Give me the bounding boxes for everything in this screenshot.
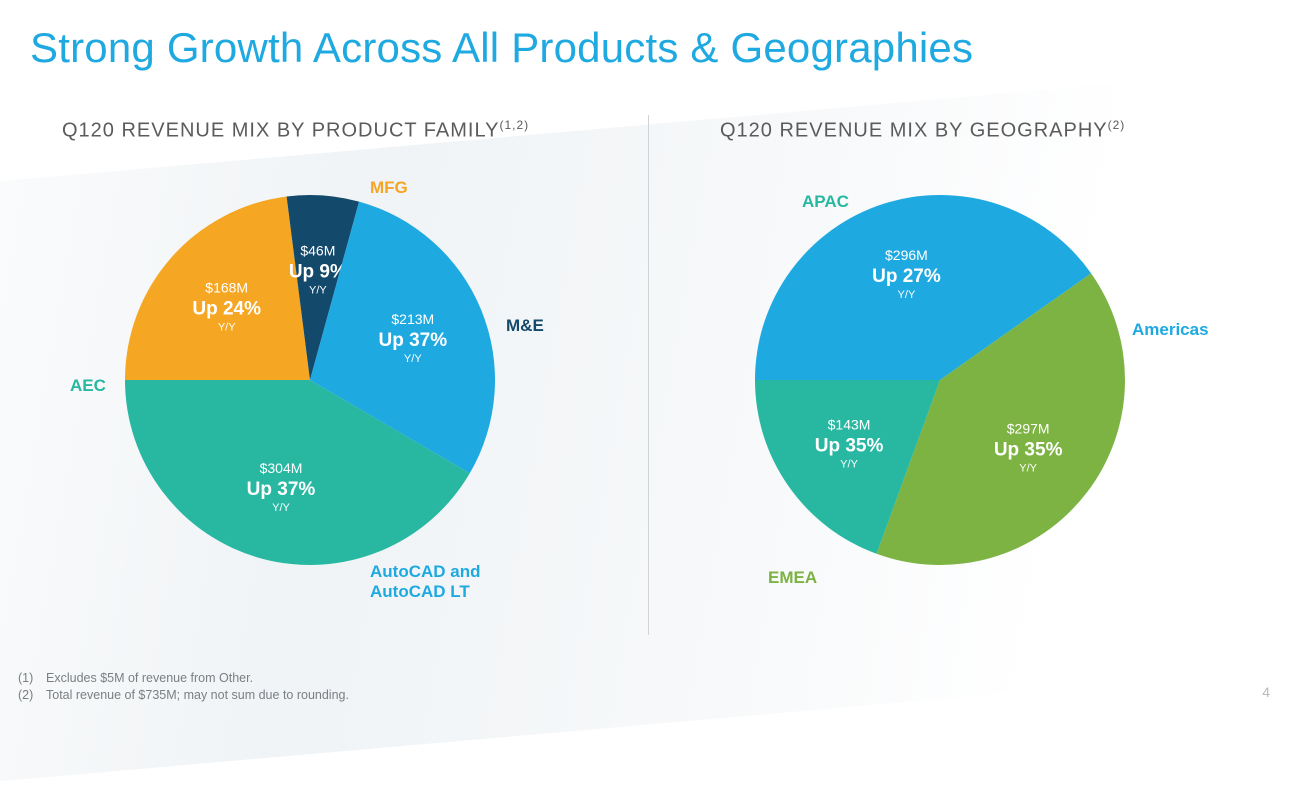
product-family-pie: $168MUp 24%Y/Y$46MUp 9%Y/Y$213MUp 37%Y/Y… xyxy=(70,170,550,610)
footnote-2: (2)Total revenue of $735M; may not sum d… xyxy=(18,687,349,704)
svg-text:$143M: $143M xyxy=(828,417,871,433)
pie-outer-label: M&E xyxy=(506,316,544,336)
svg-text:Up 24%: Up 24% xyxy=(192,299,261,320)
svg-text:Y/Y: Y/Y xyxy=(272,502,290,514)
footnote-2-num: (2) xyxy=(18,687,46,704)
svg-text:$297M: $297M xyxy=(1007,420,1050,436)
svg-text:$168M: $168M xyxy=(205,280,248,296)
svg-text:Up 35%: Up 35% xyxy=(815,436,884,457)
left-chart-title: Q120 REVENUE MIX BY PRODUCT FAMILY(1,2) xyxy=(62,118,529,143)
svg-text:Y/Y: Y/Y xyxy=(840,459,858,471)
right-chart-title-sup: (2) xyxy=(1108,118,1126,132)
footnote-1-text: Excludes $5M of revenue from Other. xyxy=(46,671,253,685)
svg-text:Up 35%: Up 35% xyxy=(994,439,1063,460)
geography-pie: $296M Up 27% Y/Y $297M Up 35% Y/Y $143M Up 35% Y… xyxy=(700,170,1180,610)
svg-text:$296M: $296M xyxy=(885,247,928,263)
footnote-1-num: (1) xyxy=(18,670,46,687)
pie-outer-label: AEC xyxy=(70,376,106,396)
slide-title: Strong Growth Across All Products & Geog… xyxy=(30,24,973,72)
pie-outer-label: MFG xyxy=(370,178,408,198)
pie-outer-label: EMEA xyxy=(768,568,817,588)
left-chart-title-text: Q120 REVENUE MIX BY PRODUCT FAMILY xyxy=(62,120,499,142)
footnote-1: (1)Excludes $5M of revenue from Other. xyxy=(18,670,349,687)
right-chart-title-text: Q120 REVENUE MIX BY GEOGRAPHY xyxy=(720,120,1108,142)
page-number: 4 xyxy=(1262,684,1270,700)
svg-text:Y/Y: Y/Y xyxy=(1019,462,1037,474)
svg-text:$304M: $304M xyxy=(260,460,303,476)
pie-outer-label: AutoCAD andAutoCAD LT xyxy=(370,562,480,603)
pie-outer-label: Americas xyxy=(1132,320,1209,340)
svg-text:Y/Y: Y/Y xyxy=(218,322,236,334)
svg-text:Y/Y: Y/Y xyxy=(404,353,422,365)
svg-text:Y/Y: Y/Y xyxy=(309,284,327,296)
footnote-2-text: Total revenue of $735M; may not sum due … xyxy=(46,688,349,702)
svg-text:$213M: $213M xyxy=(391,311,434,327)
pie-outer-label: APAC xyxy=(802,192,849,212)
svg-text:Up 37%: Up 37% xyxy=(247,479,316,500)
svg-text:Y/Y: Y/Y xyxy=(898,289,916,301)
right-chart-title: Q120 REVENUE MIX BY GEOGRAPHY(2) xyxy=(720,118,1125,143)
footnotes: (1)Excludes $5M of revenue from Other. (… xyxy=(18,670,349,704)
vertical-divider xyxy=(648,115,649,635)
svg-text:Up 37%: Up 37% xyxy=(378,330,447,351)
svg-text:$46M: $46M xyxy=(300,242,335,258)
svg-text:Up 27%: Up 27% xyxy=(872,266,941,287)
left-chart-title-sup: (1,2) xyxy=(499,118,529,132)
